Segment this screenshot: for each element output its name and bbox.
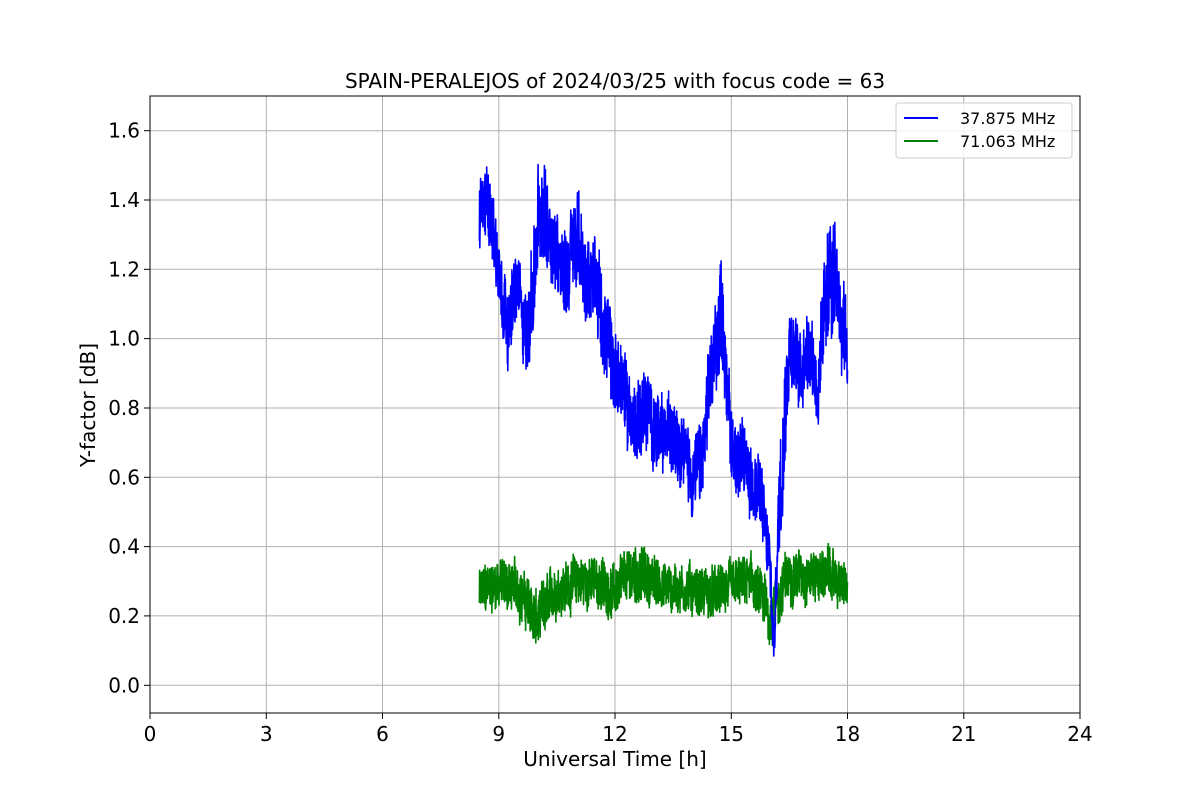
legend: 37.875 MHz 71.063 MHz [895, 102, 1073, 159]
series-layer [478, 163, 849, 657]
x-tick-label: 18 [835, 722, 860, 746]
y-tick-label: 0.6 [108, 465, 140, 489]
x-tick-label: 3 [260, 722, 273, 746]
series-line-2 [478, 542, 849, 647]
y-tick-label: 1.2 [108, 257, 140, 281]
y-axis-label: Y-factor [dB] [76, 343, 100, 468]
y-tick-label: 0.2 [108, 604, 140, 628]
y-tick-label: 1.0 [108, 327, 140, 351]
y-tick-label: 1.4 [108, 188, 140, 212]
legend-label-series-2: 71.063 MHz [960, 132, 1055, 151]
x-tick-label: 21 [951, 722, 976, 746]
x-axis-ticks: 0 3 6 9 12 15 18 21 24 [144, 713, 1093, 746]
x-tick-label: 0 [144, 722, 157, 746]
chart-title: SPAIN-PERALEJOS of 2024/03/25 with focus… [345, 69, 885, 93]
series-line-1 [478, 163, 849, 657]
legend-label-series-1: 37.875 MHz [960, 109, 1055, 128]
y-tick-label: 1.6 [108, 119, 140, 143]
legend-box [895, 102, 1073, 159]
y-tick-label: 0.4 [108, 535, 140, 559]
y-axis-ticks: 0.0 0.2 0.4 0.6 0.8 1.0 1.2 1.4 1.6 [108, 119, 150, 697]
x-axis-label: Universal Time [h] [523, 747, 706, 771]
x-tick-label: 9 [492, 722, 505, 746]
x-tick-label: 24 [1067, 722, 1092, 746]
x-tick-label: 12 [602, 722, 627, 746]
y-tick-label: 0.8 [108, 396, 140, 420]
x-tick-label: 15 [719, 722, 744, 746]
y-tick-label: 0.0 [108, 673, 140, 697]
x-tick-label: 6 [376, 722, 389, 746]
